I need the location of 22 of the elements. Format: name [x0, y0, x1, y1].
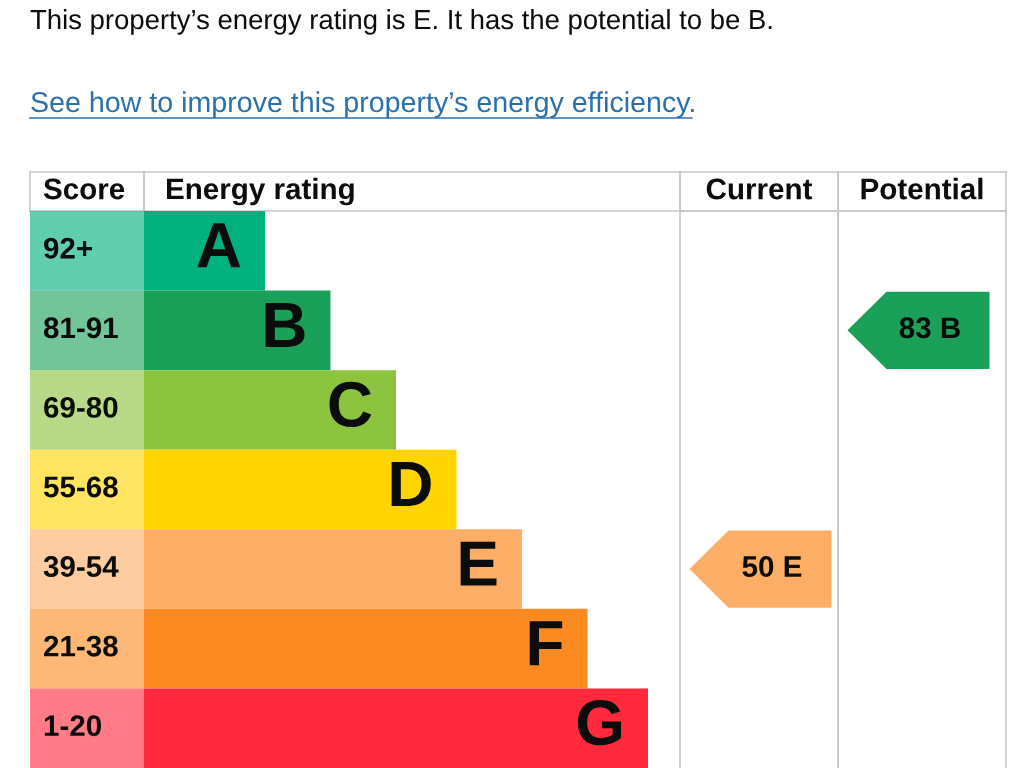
- annotation: G: [577, 700, 622, 746]
- annotation: E: [460, 541, 497, 586]
- annotation: F: [529, 621, 563, 666]
- text: 50 E: [742, 556, 802, 578]
- x-axis-title: Energy rating: [166, 177, 354, 206]
- y-tick-label: 69-80: [44, 396, 118, 418]
- annotation: B: [265, 302, 305, 347]
- chart-subtitle: See how to improve this property’s energy efficiency.: [31, 91, 694, 118]
- y-tick-label: 39-54: [43, 556, 119, 578]
- text: Potential: [861, 177, 983, 200]
- y-tick-label: 81-91: [43, 317, 118, 339]
- y-tick-label: 1-20: [44, 715, 101, 737]
- y-tick-label: 21-38: [44, 635, 118, 657]
- chart-title: This property’s energy rating is E. It has the potential to be B.: [30, 9, 772, 35]
- annotation: A: [197, 223, 241, 268]
- y-axis-title: Score: [43, 178, 125, 200]
- y-tick-label: 55-68: [43, 476, 118, 498]
- annotation: C: [329, 381, 372, 428]
- text: Current: [706, 178, 813, 200]
- annotation: D: [391, 462, 431, 507]
- y-tick-label: 92+: [44, 237, 92, 259]
- text: 83 B: [899, 317, 960, 339]
